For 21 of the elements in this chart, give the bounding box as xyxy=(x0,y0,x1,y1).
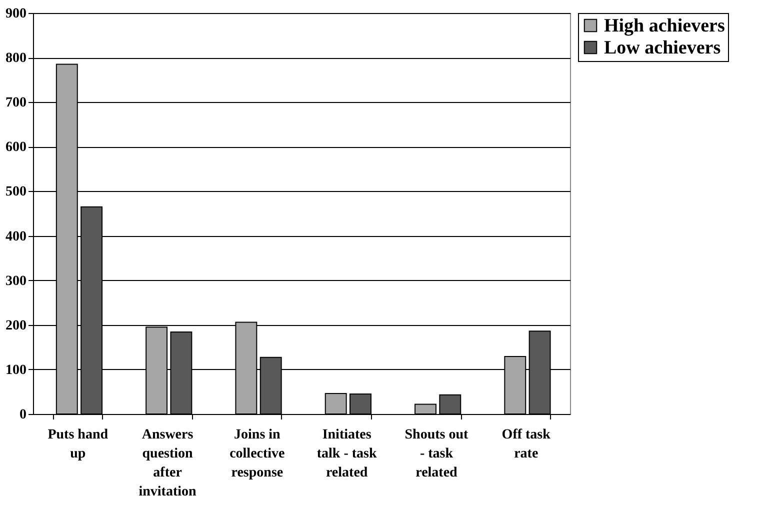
y-tick-label: 0 xyxy=(20,408,26,422)
x-tick-label: Initiates talk - task related xyxy=(316,428,377,480)
x-tick-label: Answers question after invitation xyxy=(138,428,197,500)
bar xyxy=(439,394,462,414)
y-tick-label: 900 xyxy=(6,6,26,22)
bar xyxy=(324,393,347,414)
y-tick-label: 500 xyxy=(6,184,26,200)
x-tick-label: Off task rate xyxy=(502,428,551,462)
legend-label: Low achievers xyxy=(604,38,721,58)
x-tick-label: Joins in collective response xyxy=(230,428,285,480)
y-tick-label: 300 xyxy=(6,274,26,289)
x-tick-label: Shouts out - task related xyxy=(404,428,469,480)
bar xyxy=(414,404,436,414)
y-tick-label: 700 xyxy=(6,96,26,111)
x-tick-label: Puts hand up xyxy=(48,428,108,462)
y-tick-label: 200 xyxy=(6,318,26,334)
y-tick-label: 800 xyxy=(6,51,26,66)
y-tick-label: 400 xyxy=(6,229,26,244)
legend-label: High achievers xyxy=(604,16,725,36)
y-tick-label: 600 xyxy=(6,140,26,156)
y-tick-label: 100 xyxy=(6,362,26,378)
